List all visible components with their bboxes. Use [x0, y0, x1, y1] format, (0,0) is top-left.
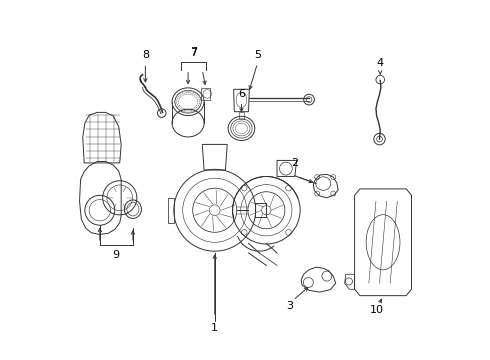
Text: 5: 5	[254, 50, 261, 60]
Text: 7: 7	[190, 48, 197, 58]
Text: 6: 6	[238, 89, 245, 99]
Text: 3: 3	[286, 301, 293, 311]
Text: 2: 2	[291, 158, 298, 167]
Text: 1: 1	[211, 323, 218, 333]
Text: 8: 8	[142, 50, 149, 60]
Text: 10: 10	[369, 305, 384, 315]
Text: 4: 4	[377, 58, 384, 68]
Text: 7: 7	[190, 47, 197, 57]
Text: 9: 9	[113, 250, 120, 260]
